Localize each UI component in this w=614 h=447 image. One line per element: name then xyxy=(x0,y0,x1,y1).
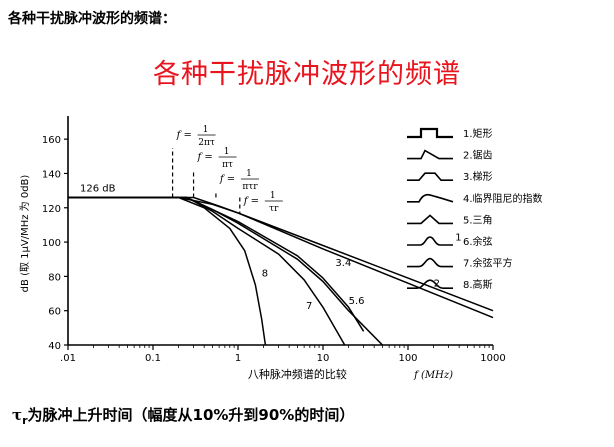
x-tick-label: 1000 xyxy=(480,353,505,364)
series-lines xyxy=(68,196,494,346)
legend-label-2: 2.锯齿 xyxy=(463,150,493,162)
curve-label: 8 xyxy=(262,268,268,279)
flat-level-label: 126 dB xyxy=(80,183,116,194)
corner-label-f: f = xyxy=(219,174,235,185)
footnote-text: 为脉冲上升时间（幅度从10%升到90%的时间） xyxy=(27,406,355,424)
series-line-7 xyxy=(68,196,346,346)
x-axis-unit: f (MHz) xyxy=(413,370,453,381)
series-line-8 xyxy=(68,196,267,346)
y-tick-label: 40 xyxy=(48,341,61,352)
legend-waveform-trap xyxy=(407,172,453,181)
legend-label-7: 7.余弦平方 xyxy=(463,257,513,270)
legend: 1.矩形 2.锯齿 3.梯形 4.临界阻尼的指数 5.三角 6.余弦 7.余弦平方 8.高斯 xyxy=(407,127,543,291)
chart-axes xyxy=(64,116,494,350)
footnote: τr为脉冲上升时间（幅度从10%升到90%的时间） xyxy=(12,404,354,427)
curve-label: 7 xyxy=(306,301,312,312)
legend-icon-gauss xyxy=(407,279,453,290)
corner-annotations: 126 dB f = 1 2πτ f = 1 πτ f = 1 πτr f = 1 τr xyxy=(80,125,283,214)
series-line-2 xyxy=(68,196,494,319)
x-tick-label: 10 xyxy=(317,353,330,364)
legend-label-8: 8.高斯 xyxy=(463,278,493,291)
curve-labels: 123.45.678 xyxy=(262,232,462,312)
legend-waveform-exp xyxy=(407,193,454,203)
legend-waveform-saw xyxy=(407,149,453,160)
y-axis-label: dB (取 1μV/MHz 为 0dB) xyxy=(19,175,31,293)
legend-waveform-tri xyxy=(407,214,453,225)
legend-icon-exp xyxy=(407,193,454,203)
corner-label-f: f = xyxy=(176,130,192,141)
y-tick-label: 80 xyxy=(48,272,61,283)
legend-icon-rect xyxy=(407,127,453,139)
legend-label-1: 1.矩形 xyxy=(463,127,493,140)
y-tick-label: 140 xyxy=(42,169,61,180)
y-tick-label: 160 xyxy=(42,135,61,146)
corner-label-numerator: 1 xyxy=(224,147,230,157)
legend-label-4: 4.临界阻尼的指数 xyxy=(463,192,543,205)
corner-label-denominator: πτ xyxy=(222,160,233,170)
curve-label: 5.6 xyxy=(349,296,365,307)
corner-label-f: f = xyxy=(197,152,213,163)
legend-waveform-rect xyxy=(407,127,453,139)
footnote-subscript: r xyxy=(22,414,28,427)
corner-label-denominator: πτr xyxy=(242,182,258,192)
curve-label: 3.4 xyxy=(335,258,351,269)
legend-label-6: 6.余弦 xyxy=(463,235,493,248)
legend-icon-cos2 xyxy=(407,257,453,268)
x-tick-label: 100 xyxy=(398,353,417,364)
curve-label: 1 xyxy=(455,232,461,243)
legend-icon-tri xyxy=(407,214,453,225)
corner-label-f: f = xyxy=(243,196,259,207)
y-tick-label: 60 xyxy=(48,307,61,318)
corner-label-numerator: 1 xyxy=(270,191,276,201)
x-tick-label: .01 xyxy=(60,353,76,364)
axis-labels: 40 60 80 100 120 140 160 .01 0.1 1 10 100 1000 dB (取 … xyxy=(19,135,506,381)
x-axis-label: 八种脉冲频谱的比较 xyxy=(248,367,347,381)
corner-label-denominator: τr xyxy=(269,204,279,214)
footnote-symbol: τ xyxy=(12,406,23,424)
legend-label-3: 3.梯形 xyxy=(463,170,493,183)
legend-icon-cos xyxy=(407,236,453,246)
page-caption: 各种干扰脉冲波形的频谱： xyxy=(8,11,176,27)
corner-label-numerator: 1 xyxy=(203,125,209,135)
corner-label-denominator: 2πτ xyxy=(198,138,215,148)
series-line-1 xyxy=(68,196,494,312)
legend-icon-saw xyxy=(407,149,453,160)
legend-waveform-cos xyxy=(407,236,453,246)
corner-label-numerator: 1 xyxy=(246,169,252,179)
legend-label-5: 5.三角 xyxy=(463,214,493,226)
chart-title: 各种干扰脉冲波形的频谱 xyxy=(153,59,461,90)
x-tick-label: 0.1 xyxy=(145,353,161,364)
y-tick-label: 120 xyxy=(42,204,61,215)
y-tick-label: 100 xyxy=(42,238,61,249)
legend-waveform-gauss xyxy=(407,279,453,290)
legend-waveform-cos2 xyxy=(407,257,453,268)
x-tick-label: 1 xyxy=(235,353,241,364)
legend-icon-trap xyxy=(407,172,453,181)
